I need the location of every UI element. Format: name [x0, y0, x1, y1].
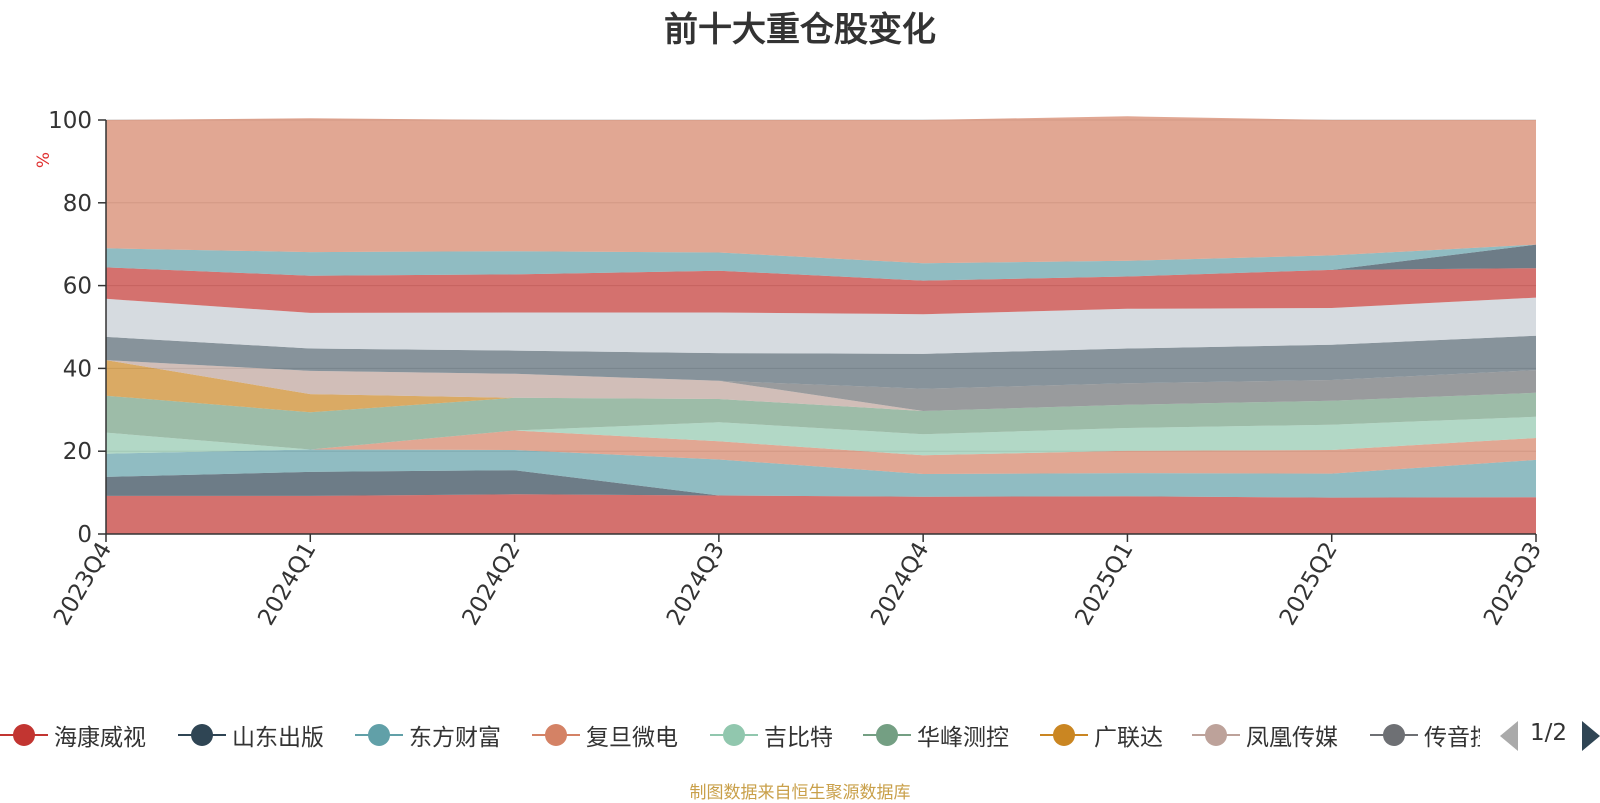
- area-series-4[interactable]: [106, 430, 1536, 475]
- legend-next-page-icon[interactable]: [1582, 721, 1600, 751]
- x-tick-label: 2024Q4: [866, 538, 934, 630]
- area-series-12[interactable]: [106, 267, 1536, 315]
- chart-title: 前十大重仓股变化: [664, 10, 936, 50]
- y-axis-label: %: [34, 152, 54, 168]
- legend-label: 海康威视: [54, 725, 146, 751]
- legend-label: 传音控股: [1424, 725, 1480, 751]
- area-series-8[interactable]: [106, 360, 1536, 411]
- area-series-5[interactable]: [106, 416, 1536, 456]
- x-tick-label: 2024Q1: [253, 538, 321, 630]
- y-tick-label: 80: [63, 191, 92, 217]
- legend-item[interactable]: 凤凰传媒: [1192, 718, 1338, 752]
- legend-page-indicator: 1/2: [1530, 720, 1568, 746]
- legend-item[interactable]: 海康威视: [0, 718, 146, 752]
- legend-item[interactable]: 复旦微电: [532, 718, 678, 752]
- area-series-10[interactable]: [106, 335, 1536, 389]
- chart-canvas: 0 20 40 60 80 100% 2023Q4 2024Q1 2024Q2 2024Q3 202…: [34, 108, 1547, 630]
- y-tick-label: 20: [63, 439, 92, 465]
- y-tick-label: 0: [77, 522, 92, 548]
- area-series-3[interactable]: [106, 449, 1536, 498]
- legend-item[interactable]: 吉比特: [710, 718, 833, 752]
- legend-label: 山东出版: [232, 725, 324, 751]
- legend: 海康威视 山东出版 东方财富 复旦微电 吉比特 华峰测控 广联达 凤凰传媒 传音控股: [0, 718, 1480, 752]
- legend-label: 凤凰传媒: [1246, 725, 1338, 751]
- x-tick-label: 2025Q1: [1070, 538, 1138, 630]
- legend-item[interactable]: 山东出版: [178, 718, 324, 752]
- area-series-1[interactable]: [106, 494, 1536, 534]
- x-tick-label: 2025Q2: [1275, 538, 1343, 630]
- legend-marker-icon: [863, 724, 911, 746]
- y-tick-label: 100: [48, 108, 92, 134]
- legend-item[interactable]: 广联达: [1040, 718, 1163, 752]
- legend-label: 华峰测控: [917, 725, 1009, 751]
- x-tick-label: 2023Q4: [49, 538, 117, 630]
- legend-prev-page-icon[interactable]: [1500, 721, 1518, 751]
- legend-label: 复旦微电: [586, 725, 678, 751]
- legend-item[interactable]: 传音控股: [1370, 718, 1480, 752]
- area-series-9[interactable]: [106, 360, 1536, 411]
- legend-marker-icon: [1370, 724, 1418, 746]
- area-series-15[interactable]: [106, 116, 1536, 264]
- area-series-6[interactable]: [106, 392, 1536, 450]
- legend-label: 东方财富: [409, 725, 501, 751]
- x-tick-label: 2025Q3: [1479, 538, 1547, 630]
- x-tick-label: 2024Q2: [458, 538, 526, 630]
- legend-marker-icon: [178, 724, 226, 746]
- area-series-14[interactable]: [106, 244, 1536, 281]
- legend-marker-icon: [710, 724, 758, 746]
- legend-item[interactable]: 华峰测控: [863, 718, 1009, 752]
- legend-marker-icon: [532, 724, 580, 746]
- legend-item[interactable]: 东方财富: [355, 718, 501, 752]
- area-series-group: [106, 116, 1536, 534]
- legend-marker-icon: [1040, 724, 1088, 746]
- area-series-7[interactable]: [106, 360, 1536, 413]
- data-source-footer: 制图数据来自恒生聚源数据库: [689, 783, 911, 803]
- legend-label: 广联达: [1094, 725, 1163, 751]
- area-series-11[interactable]: [106, 297, 1536, 354]
- x-tick-label: 2024Q3: [662, 538, 730, 630]
- y-tick-label: 40: [63, 356, 92, 382]
- legend-marker-icon: [0, 724, 48, 746]
- area-series-2[interactable]: [106, 470, 1536, 498]
- legend-marker-icon: [1192, 724, 1240, 746]
- legend-label: 吉比特: [764, 725, 833, 751]
- legend-pager: 1/2: [1500, 718, 1600, 754]
- y-tick-label: 60: [63, 274, 92, 300]
- legend-marker-icon: [355, 724, 403, 746]
